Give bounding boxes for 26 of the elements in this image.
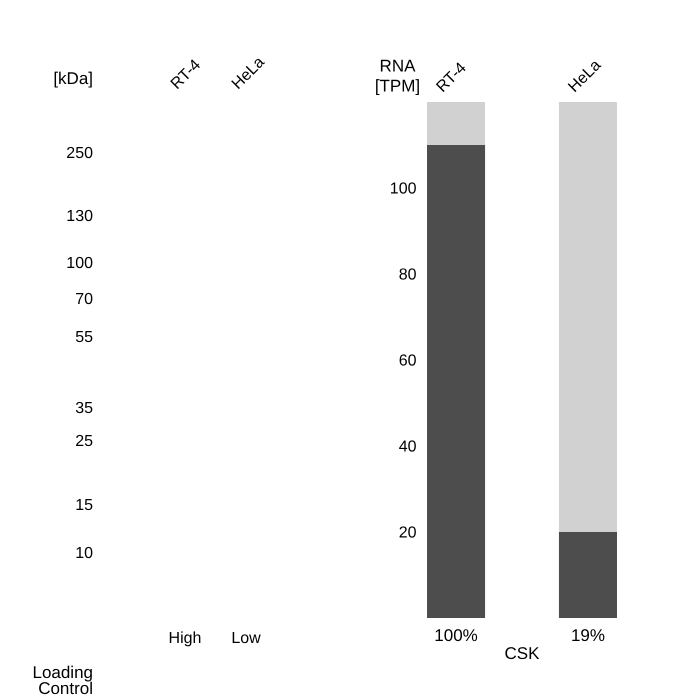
text: Low <box>231 630 261 647</box>
text: Loading Control <box>32 663 93 698</box>
bar <box>558 102 617 532</box>
bar <box>427 145 486 618</box>
text: 25 <box>75 433 94 450</box>
text: 70 <box>75 291 94 308</box>
text: 130 <box>66 208 94 225</box>
text: 35 <box>75 400 94 417</box>
x-axis-title: CSK <box>504 644 540 663</box>
y-tick-label: 80 <box>398 266 417 284</box>
text: 10 <box>75 545 94 562</box>
y-tick-label: 60 <box>398 352 417 370</box>
text: 250 <box>66 145 94 162</box>
text: 100 <box>66 255 94 272</box>
text: [kDa] <box>53 69 93 88</box>
text: High <box>168 630 202 647</box>
text: 15 <box>75 497 94 514</box>
y-tick-label: 20 <box>398 524 417 542</box>
text: 19% <box>570 626 605 645</box>
y-tick-label: 100 <box>390 180 417 198</box>
bar <box>558 532 617 618</box>
bar <box>427 102 486 145</box>
y-tick-label: 40 <box>398 438 417 456</box>
y-axis-title: RNA [TPM] <box>374 56 420 96</box>
text: 100% <box>434 626 478 645</box>
text: 55 <box>75 329 94 346</box>
